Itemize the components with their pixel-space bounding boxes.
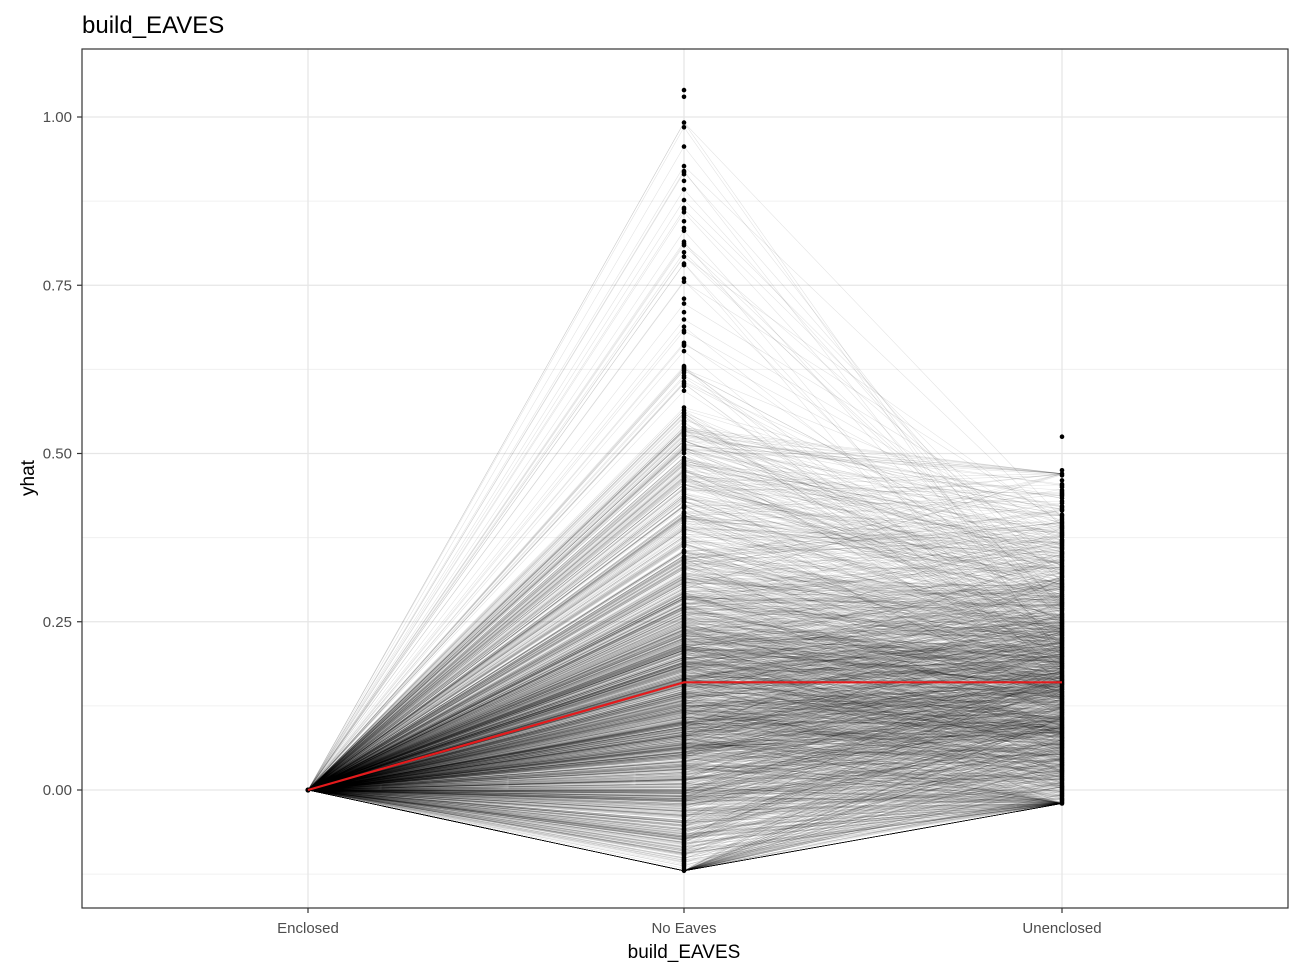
ice-point [681,276,687,281]
ice-point [681,197,687,203]
ice-point [1059,434,1065,440]
ice-point [681,205,687,211]
ice-point [681,187,687,192]
ice-point [681,405,687,410]
ice-point [1059,471,1065,477]
ice-point [681,94,687,100]
ice-point [681,87,687,93]
y-tick-label: 1.00 [43,109,72,126]
ice-points [305,87,1065,874]
x-axis-title: build_EAVES [628,942,741,963]
ice-point [681,239,687,244]
ice-point [681,168,687,174]
x-tick-label: Enclosed [277,920,339,937]
ice-point [681,455,687,461]
ice-point [681,178,687,184]
ice-point [681,301,687,306]
ice-point [681,261,687,266]
ice-point [1059,478,1065,483]
ice-point [681,279,687,285]
ice-point [681,225,687,231]
ice-point [681,379,687,385]
ice-point [1059,512,1065,517]
ice-point [681,254,687,259]
y-tick-label: 0.00 [43,782,72,799]
ice-point [681,388,687,394]
average-line-group [307,681,1062,792]
ice-point [681,328,687,334]
ice-point [681,125,687,130]
ice-point [681,250,687,255]
x-tick-label: Unenclosed [1022,920,1101,937]
ice-point [681,548,687,553]
ice-point [681,553,687,559]
average-line [307,681,1062,792]
chart-title: build_EAVES [82,12,224,39]
ice-point [681,296,687,302]
ice-point [681,317,687,322]
y-tick-label: 0.75 [43,277,72,294]
ice-point [681,219,687,224]
y-tick-label: 0.50 [43,446,72,463]
x-axis: Enclosed No Eaves Unenclosed [277,908,1102,937]
ice-point [1059,481,1065,487]
ice-point [681,324,687,330]
ice-point [1059,468,1065,473]
y-tick-label: 0.25 [43,614,72,631]
ice-point [681,340,687,346]
ice-point [681,120,687,125]
ice-point [681,163,687,169]
ice-point [681,144,687,149]
ice-point [681,348,687,354]
ice-point [681,363,687,369]
panel-border [81,48,1289,909]
x-tick-label: No Eaves [651,920,716,937]
ice-point [681,309,687,315]
y-axis: 0.00 0.25 0.50 0.75 1.00 [43,109,82,799]
y-axis-title: yhat [18,459,39,496]
ice-point [681,509,687,515]
